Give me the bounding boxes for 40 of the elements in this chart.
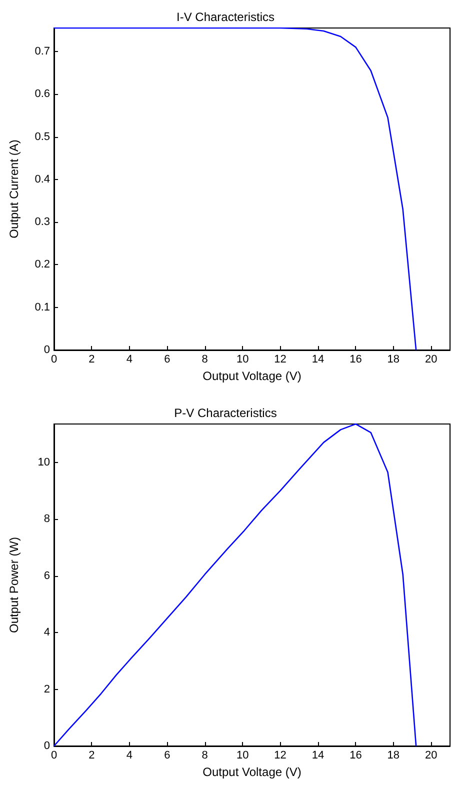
y-tick-label: 10: [38, 456, 50, 468]
x-tick-label: 8: [202, 750, 208, 762]
y-tick-label: 0.7: [34, 45, 50, 58]
y-tick-label: 0: [44, 740, 50, 752]
y-tick-label: 0.1: [34, 301, 50, 314]
x-axis-title: Output Voltage (V): [202, 369, 302, 383]
x-tick-label: 18: [387, 750, 400, 762]
x-tick-label: 2: [88, 354, 95, 366]
x-axis-title: Output Voltage (V): [202, 765, 302, 779]
y-tick-label: 0.5: [34, 130, 50, 143]
y-tick-label: 0.2: [34, 258, 50, 271]
x-tick-label: 18: [387, 354, 400, 366]
y-tick-label: 0.6: [34, 88, 50, 100]
y-tick-label: 0: [44, 344, 50, 356]
chart-title: I-V Characteristics: [176, 10, 275, 24]
x-tick-label: 4: [126, 354, 132, 366]
x-tick-label: 20: [425, 354, 438, 366]
x-tick-label: 16: [350, 750, 362, 762]
y-tick-label: 0.4: [34, 173, 50, 186]
y-tick-label: 8: [44, 513, 50, 526]
chart-title: P-V Characteristics: [174, 406, 277, 420]
x-tick-label: 10: [236, 750, 249, 762]
y-axis-title: Output Power (W): [7, 536, 21, 634]
y-tick-label: 2: [44, 683, 50, 696]
y-tick-label: 6: [44, 570, 50, 582]
x-tick-label: 20: [425, 750, 438, 762]
y-tick-label: 0.3: [34, 216, 50, 228]
x-tick-label: 16: [350, 354, 362, 366]
y-axis-title: Output Current (A): [7, 140, 21, 238]
x-tick-label: 8: [202, 354, 208, 366]
x-tick-label: 2: [88, 750, 95, 762]
x-tick-label: 6: [164, 750, 170, 762]
x-tick-label: 6: [164, 354, 170, 366]
x-tick-label: 12: [274, 750, 286, 762]
x-tick-label: 14: [312, 750, 324, 762]
y-tick-label: 4: [44, 626, 50, 639]
x-tick-label: 4: [126, 750, 132, 762]
x-tick-label: 10: [236, 354, 249, 366]
x-tick-label: 12: [274, 354, 286, 366]
x-tick-label: 14: [312, 354, 324, 366]
